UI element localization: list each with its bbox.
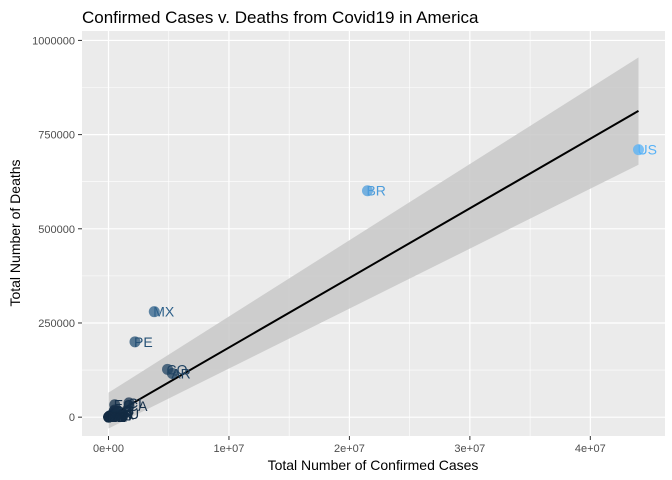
point-label-ni: NI <box>108 409 122 425</box>
point-label-bb: BB <box>108 409 127 425</box>
y-axis-ticks: 0 250000 500000 750000 1000000 <box>32 35 82 424</box>
y-tick-label: 750000 <box>38 130 75 142</box>
trend-line <box>107 110 640 419</box>
point-label-ve: VE <box>112 407 131 423</box>
data-point-pe <box>129 336 141 348</box>
data-point-ar <box>166 367 178 379</box>
x-axis-title: Total Number of Confirmed Cases <box>268 457 479 473</box>
point-label-co: CO <box>167 361 188 377</box>
point-label-mx: MX <box>153 304 175 320</box>
point-label-cu: CU <box>119 406 139 422</box>
data-point-br <box>361 185 373 197</box>
x-axis-ticks: 0e+00 1e+07 2e+07 3e+07 4e+07 <box>93 436 606 455</box>
y-axis-title: Total Number of Deaths <box>7 159 23 306</box>
y-tick-label: 1000000 <box>32 35 75 47</box>
point-label-ec: EC <box>114 397 133 413</box>
x-tick-label: 2e+07 <box>334 443 365 455</box>
data-point-us <box>633 144 644 156</box>
x-tick-label: 3e+07 <box>454 443 485 455</box>
point-label-sr: SR <box>108 409 127 425</box>
point-label-gy: GY <box>108 409 129 425</box>
x-tick-label: 1e+07 <box>214 443 245 455</box>
point-label-hn: HN <box>112 405 132 421</box>
point-label-br: BR <box>366 183 385 199</box>
point-label-sv: SV <box>109 408 128 424</box>
point-label-tt: TT <box>108 408 126 424</box>
point-label-bs: BS <box>108 409 127 425</box>
point-label-bo: BO <box>114 402 134 418</box>
point-label-lc: LC <box>108 409 126 425</box>
chart-title: Confirmed Cases v. Deaths from Covid19 i… <box>82 8 479 27</box>
data-point-cu <box>114 408 126 420</box>
point-label-do: DO <box>112 408 133 424</box>
data-points <box>103 144 644 423</box>
point-label-cr: CR <box>114 407 134 423</box>
y-tick-label: 500000 <box>38 224 75 236</box>
data-point-mx <box>148 306 160 318</box>
point-label-ca: CA <box>128 398 148 414</box>
y-tick-label: 250000 <box>38 318 75 330</box>
point-label-ht: HT <box>108 409 127 425</box>
confidence-band <box>108 57 639 429</box>
confidence-band-area <box>108 57 639 429</box>
point-label-us: US <box>638 142 657 158</box>
point-label-gt: GT <box>115 404 135 420</box>
point-label-pe: PE <box>134 334 153 350</box>
data-point-lc <box>103 411 115 423</box>
point-label-pa: PA <box>113 406 131 422</box>
point-label-bz: BZ <box>108 409 126 425</box>
x-tick-label: 4e+07 <box>575 443 606 455</box>
point-label-py: PY <box>113 403 132 419</box>
x-tick-label: 0e+00 <box>93 443 124 455</box>
point-label-cl: CL <box>128 395 146 411</box>
data-point-ca <box>123 400 135 412</box>
point-label-ar: AR <box>171 365 190 381</box>
point-label-uy: UY <box>112 407 132 423</box>
point-label-jm: JM <box>109 408 128 424</box>
y-tick-label: 0 <box>69 412 75 424</box>
regression-line <box>107 110 640 419</box>
